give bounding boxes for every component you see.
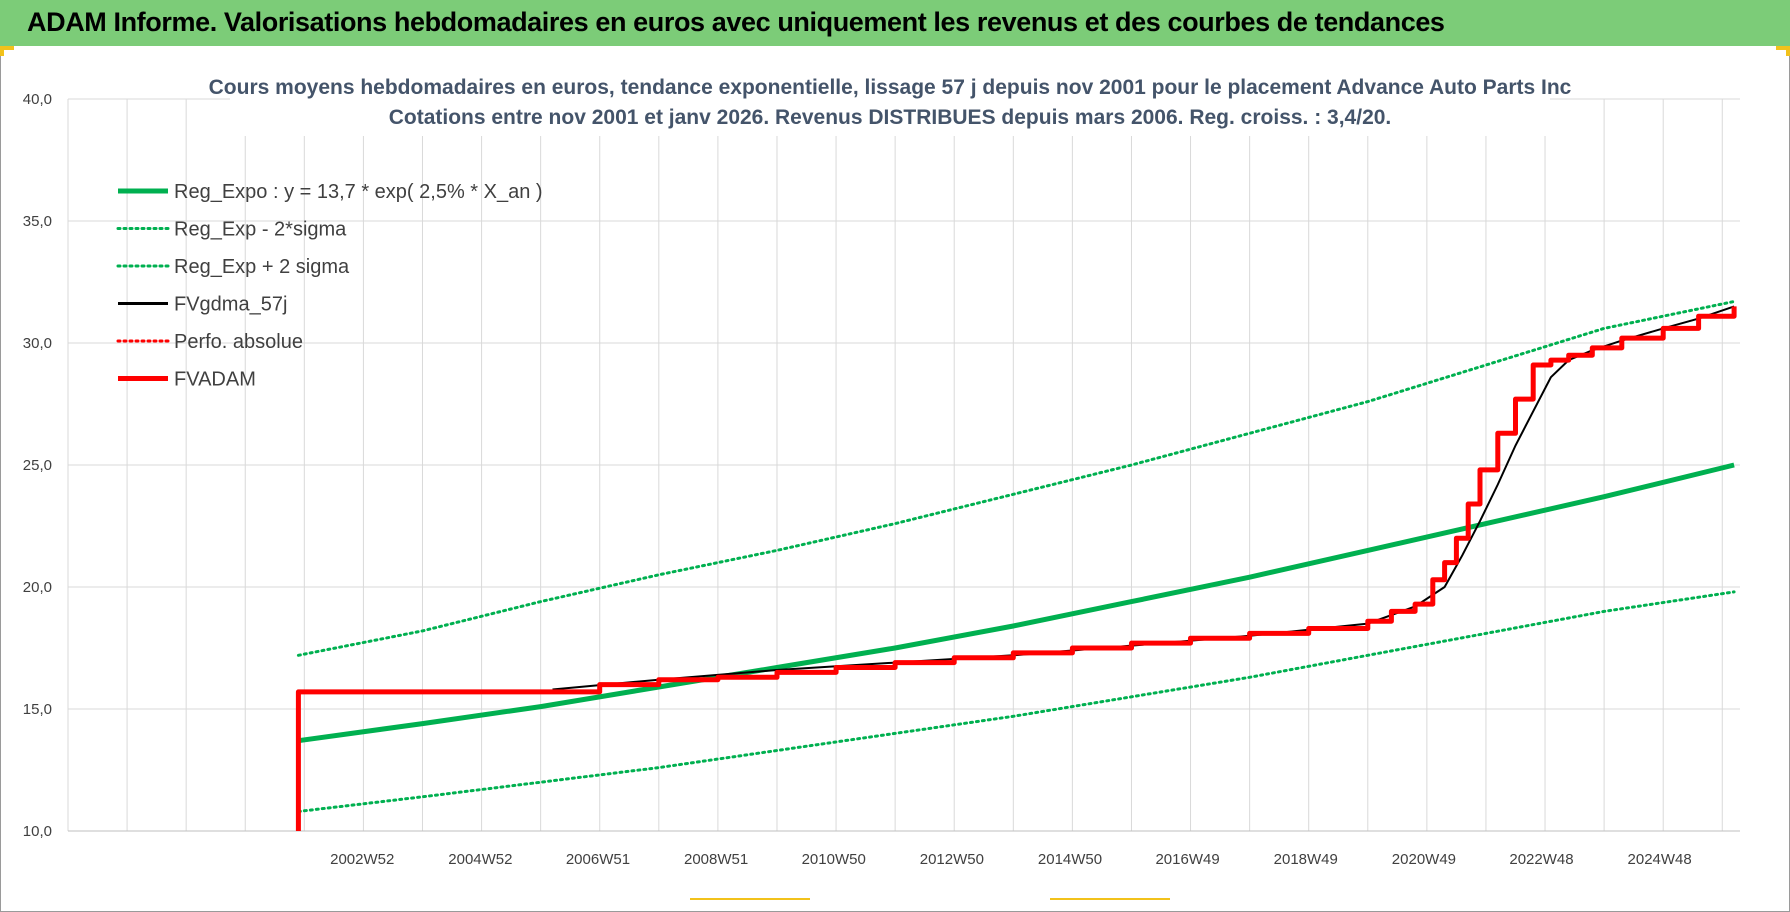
series: [295, 300, 1737, 831]
series-line-3: [552, 305, 1735, 691]
x-tick-label: 2014W50: [1038, 851, 1102, 868]
legend-label-3: FVgdma_57j: [174, 294, 287, 316]
corner-accent-right: [1786, 46, 1790, 56]
x-tick-label: 2010W50: [802, 851, 866, 868]
x-tick-label: 2016W49: [1155, 851, 1219, 868]
x-tick-label: 2006W51: [566, 851, 630, 868]
x-tick-label: 2004W52: [448, 851, 512, 868]
bottom-accent-1: [690, 898, 810, 900]
x-tick-label: 2018W49: [1274, 851, 1338, 868]
banner: ADAM Informe. Valorisations hebdomadaire…: [0, 0, 1790, 46]
y-tick-label: 40,0: [23, 91, 52, 108]
legend-label-2: Reg_Exp + 2 sigma: [174, 256, 350, 278]
axes: 10,0 15,0 20,0 25,0 30,0 35,0 40,0 2002W52 2004W…: [23, 91, 1740, 868]
legend-label-5: FVADAM: [174, 369, 256, 391]
y-tick-label: 35,0: [23, 213, 52, 230]
legend-label-4: Perfo. absolue: [174, 331, 303, 353]
x-tick-label: 2022W48: [1509, 851, 1573, 868]
series-line-5: [295, 306, 1737, 831]
x-tick-label: 2020W49: [1392, 851, 1456, 868]
chart-title-block: Cours moyens hebdomadaires en euros, ten…: [209, 70, 1572, 136]
y-tick-label: 25,0: [23, 457, 52, 474]
corner-accent-top-right: [1776, 46, 1790, 50]
x-tick-label: 2024W48: [1628, 851, 1692, 868]
legend: Reg_Expo : y = 13,7 * exp( 2,5% * X_an )…: [116, 181, 543, 391]
chart-subtitle: Cotations entre nov 2001 et janv 2026. R…: [389, 106, 1392, 129]
legend-label-1: Reg_Exp - 2*sigma: [174, 219, 347, 241]
series-line-1: [296, 590, 1736, 813]
title-background: [230, 70, 1550, 136]
y-tick-label: 10,0: [23, 823, 52, 840]
legend-label-0: Reg_Expo : y = 13,7 * exp( 2,5% * X_an ): [174, 181, 543, 203]
corner-accent-top-left: [0, 46, 14, 50]
x-tick-label: 2012W50: [920, 851, 984, 868]
bottom-accent-2: [1050, 898, 1170, 900]
corner-accent-left: [0, 46, 4, 56]
x-tick-label: 2008W51: [684, 851, 748, 868]
y-tick-label: 30,0: [23, 335, 52, 352]
y-tick-label: 15,0: [23, 701, 52, 718]
series-line-0: [298, 462, 1735, 744]
banner-title: ADAM Informe. Valorisations hebdomadaire…: [27, 7, 1445, 37]
y-tick-label: 20,0: [23, 579, 52, 596]
chart-title: Cours moyens hebdomadaires en euros, ten…: [209, 76, 1572, 99]
x-tick-label: 2002W52: [330, 851, 394, 868]
grid: [67, 98, 1740, 832]
series-line-2: [296, 300, 1736, 657]
